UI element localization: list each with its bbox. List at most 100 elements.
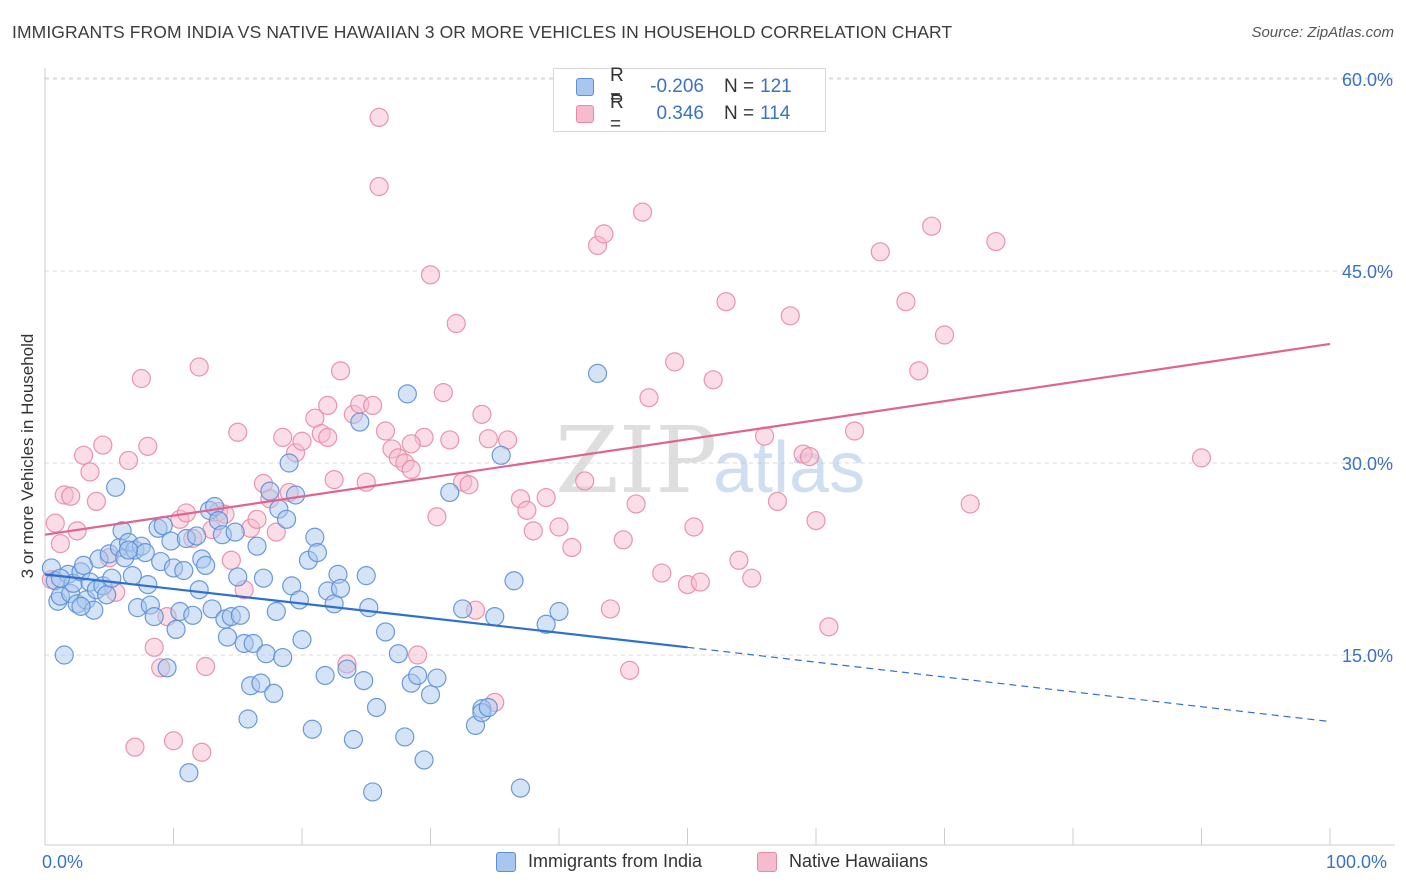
data-point: [276, 509, 297, 529]
y-tick-label: 15.0%: [1342, 646, 1393, 666]
data-point: [189, 357, 209, 377]
data-point: [440, 430, 460, 450]
data-point: [388, 644, 408, 664]
data-point: [433, 383, 453, 403]
data-point: [420, 265, 441, 285]
data-point: [729, 550, 749, 570]
india-n-value: 121: [760, 76, 792, 97]
data-point: [86, 491, 107, 511]
data-point: [420, 685, 441, 705]
grid-lines: [45, 77, 1395, 656]
data-point: [363, 782, 383, 802]
hawaiian-swatch: [576, 105, 594, 123]
data-point: [174, 560, 194, 581]
trend-lines: [44, 342, 1331, 723]
data-point: [684, 517, 704, 537]
data-point: [166, 619, 186, 640]
india-r-label: R =: [610, 65, 624, 108]
data-point: [196, 656, 216, 677]
data-point: [1191, 448, 1212, 468]
data-point: [401, 434, 421, 454]
data-point: [960, 494, 980, 514]
data-point: [330, 361, 351, 381]
bottom-india-label: Immigrants from India: [528, 851, 703, 871]
data-point: [395, 727, 415, 747]
data-point: [453, 599, 473, 619]
bottom-india-swatch: [496, 851, 516, 872]
data-point: [221, 550, 241, 570]
data-point: [125, 737, 145, 757]
india-n-label: N =: [724, 76, 755, 97]
y-tick-label: 30.0%: [1342, 454, 1393, 474]
data-point: [517, 500, 537, 520]
data-point: [50, 568, 71, 588]
data-point: [202, 599, 222, 619]
data-point: [238, 709, 258, 729]
data-point: [118, 540, 139, 560]
data-point: [780, 306, 800, 326]
legend-row-hawaiian: R = 0.346 N = 114: [576, 92, 791, 135]
series-immigrants-from-india: [41, 363, 608, 802]
chart-title: IMMIGRANTS FROM INDIA VS NATIVE HAWAIIAN…: [12, 22, 953, 42]
data-point: [196, 555, 216, 576]
data-point: [118, 450, 139, 471]
data-point: [408, 645, 428, 665]
data-point: [318, 427, 338, 447]
data-point: [330, 578, 351, 599]
india-swatch: [576, 78, 594, 96]
data-point: [189, 580, 209, 600]
y-axis-label: 3 or more Vehicles in Household: [18, 333, 37, 579]
data-point: [144, 637, 164, 657]
data-point: [50, 534, 71, 554]
data-point: [157, 658, 177, 678]
data-point: [247, 536, 267, 556]
data-point: [620, 660, 640, 680]
data-point: [870, 242, 890, 262]
data-point: [315, 665, 335, 686]
data-point: [632, 202, 653, 222]
legend-row-india: R = -0.206 N = 121: [576, 65, 792, 108]
data-point: [61, 486, 81, 506]
data-point: [472, 404, 492, 424]
data-point: [307, 542, 328, 563]
data-point: [440, 482, 460, 503]
data-point: [45, 513, 65, 533]
data-point: [510, 778, 531, 798]
trend-line-india: [44, 573, 688, 649]
data-point: [183, 605, 203, 625]
data-point: [665, 352, 685, 372]
data-point: [844, 421, 865, 441]
data-point: [354, 670, 374, 691]
data-point: [613, 530, 633, 550]
data-point: [819, 617, 839, 637]
data-point: [279, 453, 299, 473]
data-point: [575, 471, 595, 491]
data-point: [102, 568, 122, 588]
data-point: [652, 563, 672, 583]
data-point: [369, 176, 389, 197]
data-point: [251, 673, 271, 693]
data-point: [228, 567, 248, 587]
data-point: [549, 601, 569, 622]
data-point: [106, 477, 126, 497]
data-point: [375, 421, 396, 441]
data-point: [427, 507, 447, 527]
data-point: [350, 412, 370, 432]
data-point: [93, 435, 113, 455]
data-point: [73, 445, 94, 465]
data-point: [536, 614, 556, 634]
data-point: [302, 719, 322, 739]
data-point: [256, 644, 276, 664]
watermark: ZIP atlas: [555, 407, 865, 514]
data-point: [690, 572, 710, 592]
data-point: [397, 384, 417, 404]
data-point: [71, 596, 91, 616]
data-point: [179, 763, 199, 783]
data-point: [896, 292, 916, 312]
data-point: [243, 633, 263, 654]
data-point: [742, 568, 762, 588]
data-point: [626, 494, 646, 514]
data-point: [369, 107, 389, 128]
hawaiian-n-value: 114: [760, 103, 791, 124]
